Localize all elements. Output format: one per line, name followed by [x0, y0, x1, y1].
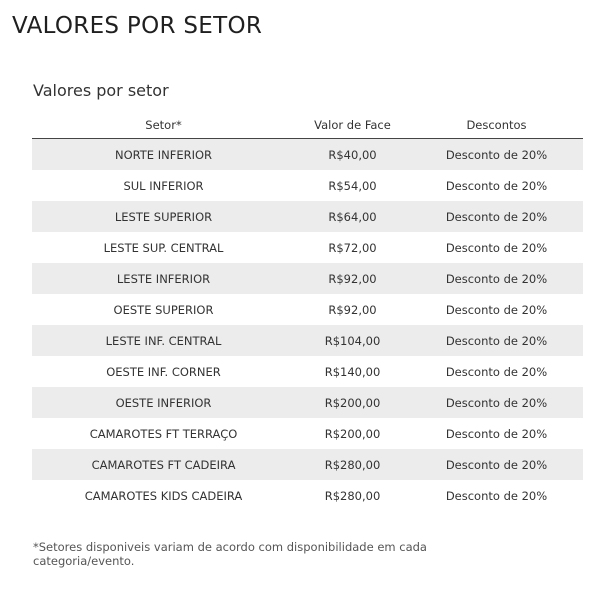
cell-discount: Desconto de 20% [445, 488, 548, 503]
header-discounts: Descontos [410, 112, 583, 139]
cell-discount: Desconto de 20% [445, 364, 548, 379]
cell-discount: Desconto de 20% [445, 147, 548, 162]
table-row: CAMAROTES FT CADEIRA R$280,00 Desconto d… [32, 449, 583, 480]
cell-face-value: R$40,00 [328, 147, 377, 162]
cell-discount: Desconto de 20% [445, 178, 548, 193]
table-row: CAMAROTES KIDS CADEIRA R$280,00 Desconto… [32, 480, 583, 511]
cell-face-value: R$140,00 [324, 364, 381, 379]
table-row: NORTE INFERIOR R$40,00 Desconto de 20% [32, 138, 583, 170]
cell-sector: LESTE INF. CENTRAL [105, 333, 222, 348]
table-header-row: Setor* Valor de Face Descontos [32, 112, 583, 139]
header-face-value: Valor de Face [295, 112, 410, 139]
table-row: OESTE INFERIOR R$200,00 Desconto de 20% [32, 387, 583, 418]
section-title: Valores por setor [33, 81, 169, 100]
cell-face-value: R$280,00 [324, 488, 381, 503]
cell-face-value: R$280,00 [324, 457, 381, 472]
cell-discount: Desconto de 20% [445, 271, 548, 286]
cell-discount: Desconto de 20% [445, 426, 548, 441]
cell-discount: Desconto de 20% [445, 333, 548, 348]
table-row: CAMAROTES FT TERRAÇO R$200,00 Desconto d… [32, 418, 583, 449]
cell-sector: OESTE INF. CORNER [106, 364, 221, 379]
cell-sector: OESTE INFERIOR [115, 395, 212, 410]
cell-sector: LESTE INFERIOR [116, 271, 211, 286]
cell-sector: LESTE SUPERIOR [114, 209, 213, 224]
cell-face-value: R$104,00 [324, 333, 381, 348]
cell-face-value: R$200,00 [324, 426, 381, 441]
price-table: Setor* Valor de Face Descontos NORTE INF… [32, 112, 583, 511]
cell-sector: SUL INFERIOR [123, 178, 204, 193]
table-row: OESTE SUPERIOR R$92,00 Desconto de 20% [32, 294, 583, 325]
cell-sector: CAMAROTES FT TERRAÇO [89, 426, 238, 441]
cell-face-value: R$54,00 [328, 178, 377, 193]
cell-face-value: R$200,00 [324, 395, 381, 410]
cell-face-value: R$92,00 [328, 271, 377, 286]
table-row: LESTE SUPERIOR R$64,00 Desconto de 20% [32, 201, 583, 232]
cell-discount: Desconto de 20% [445, 209, 548, 224]
page-title: VALORES POR SETOR [12, 13, 263, 39]
cell-face-value: R$64,00 [328, 209, 377, 224]
header-sector: Setor* [32, 112, 295, 139]
cell-face-value: R$92,00 [328, 302, 377, 317]
cell-sector: CAMAROTES KIDS CADEIRA [84, 488, 243, 503]
cell-discount: Desconto de 20% [445, 240, 548, 255]
table-row: OESTE INF. CORNER R$140,00 Desconto de 2… [32, 356, 583, 387]
cell-sector: CAMAROTES FT CADEIRA [91, 457, 236, 472]
cell-discount: Desconto de 20% [445, 457, 548, 472]
cell-sector: LESTE SUP. CENTRAL [103, 240, 224, 255]
cell-face-value: R$72,00 [328, 240, 377, 255]
cell-discount: Desconto de 20% [445, 302, 548, 317]
table-row: LESTE INFERIOR R$92,00 Desconto de 20% [32, 263, 583, 294]
table-row: SUL INFERIOR R$54,00 Desconto de 20% [32, 170, 583, 201]
table-row: LESTE INF. CENTRAL R$104,00 Desconto de … [32, 325, 583, 356]
cell-discount: Desconto de 20% [445, 395, 548, 410]
footnote: *Setores disponiveis variam de acordo co… [33, 540, 427, 568]
cell-sector: OESTE SUPERIOR [113, 302, 214, 317]
cell-sector: NORTE INFERIOR [114, 147, 213, 162]
table-row: LESTE SUP. CENTRAL R$72,00 Desconto de 2… [32, 232, 583, 263]
